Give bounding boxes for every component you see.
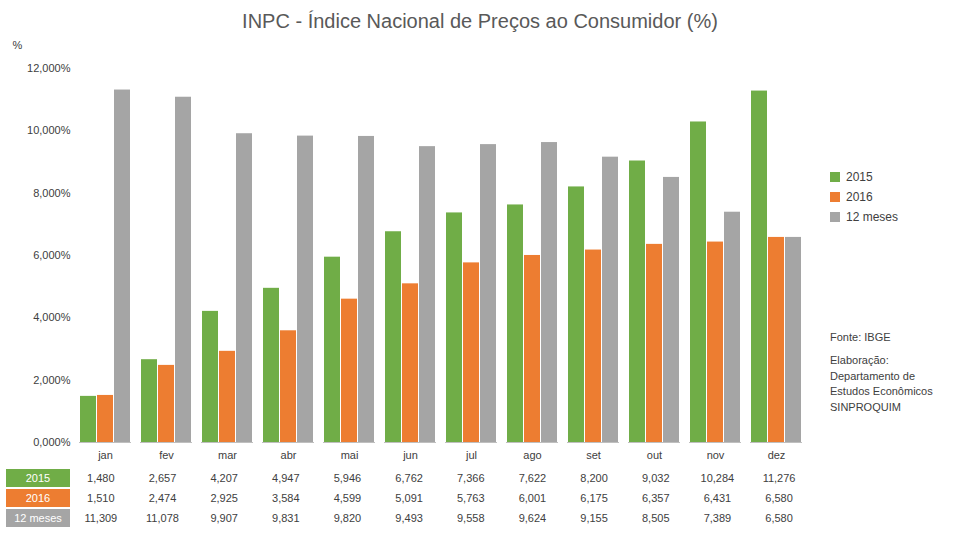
html-text:12 meses: 12 meses (14, 512, 62, 524)
svg-text:fev: fev (159, 449, 174, 461)
html-text:2,474: 2,474 (148, 492, 177, 504)
html-text:9,558: 9,558 (457, 512, 485, 524)
html-text:5,946: 5,946 (333, 472, 362, 484)
svg-text:abr: abr (281, 449, 297, 461)
svg-text:set: set (586, 449, 601, 461)
html-text:6,431: 6,431 (703, 492, 732, 504)
html-text:4,947: 4,947 (272, 472, 300, 484)
html-text:1,510: 1,510 (87, 492, 115, 504)
html-text:9,820: 9,820 (333, 512, 362, 524)
html-text:11,309: 11,309 (84, 512, 118, 524)
html-text:3,584: 3,584 (272, 492, 300, 504)
html-text:9,032: 9,032 (642, 472, 670, 484)
html-text:2,657: 2,657 (148, 472, 177, 484)
html-text:9,155: 9,155 (580, 512, 608, 524)
svg-text:jul: jul (465, 449, 477, 461)
html-text:2016: 2016 (846, 190, 873, 204)
html-text:1,480: 1,480 (87, 472, 115, 484)
svg-text:ago: ago (523, 449, 541, 461)
html-text:6,175: 6,175 (580, 492, 608, 504)
html-text:7,366: 7,366 (457, 472, 485, 484)
html-text:INPC - Índice Nacional de Preç: INPC - Índice Nacional de Preços ao Cons… (242, 10, 718, 32)
html-text:6,580: 6,580 (765, 492, 793, 504)
html-text:2016: 2016 (25, 492, 51, 504)
svg-text:nov: nov (707, 449, 725, 461)
svg-text:jun: jun (402, 449, 418, 461)
html-text:9,831: 9,831 (272, 512, 300, 524)
html-text:5,091: 5,091 (395, 492, 423, 504)
svg-text:2,000%: 2,000% (33, 374, 71, 386)
html-text:9,624: 9,624 (518, 512, 547, 524)
html-text:6,001: 6,001 (518, 492, 547, 504)
html-text:4,207: 4,207 (210, 472, 238, 484)
html-text:7,622: 7,622 (518, 472, 547, 484)
html-text:11,276: 11,276 (762, 472, 796, 484)
svg-text:jan: jan (97, 449, 113, 461)
html-text:12 meses: 12 meses (846, 210, 898, 224)
html-text:2015: 2015 (25, 472, 51, 484)
svg-text:4,000%: 4,000% (33, 311, 71, 323)
html-text:2,925: 2,925 (210, 492, 238, 504)
html-text:4,599: 4,599 (333, 492, 362, 504)
html-text:5,763: 5,763 (457, 492, 485, 504)
html-text:8,505: 8,505 (642, 512, 670, 524)
svg-text:12,000%: 12,000% (27, 62, 71, 74)
html-text:9,493: 9,493 (395, 512, 423, 524)
html-text:8,200: 8,200 (580, 472, 608, 484)
html-text:7,389: 7,389 (703, 512, 732, 524)
svg-text:mar: mar (218, 449, 237, 461)
html-text:11,078: 11,078 (146, 512, 179, 524)
html-text:6,580: 6,580 (765, 512, 793, 524)
html-text:9,907: 9,907 (210, 512, 238, 524)
svg-text:8,000%: 8,000% (33, 187, 71, 199)
svg-text:6,000%: 6,000% (33, 249, 71, 261)
html-text:Elaboração: Departamento de Es: Elaboração: Departamento de Estudos Econ… (830, 354, 933, 413)
html-text:2015: 2015 (846, 170, 873, 184)
svg-text:dez: dez (768, 449, 786, 461)
svg-text:mai: mai (341, 449, 359, 461)
html-text:10,284: 10,284 (700, 472, 735, 484)
html-text:6,357: 6,357 (642, 492, 670, 504)
html-text:Fonte: IBGE: Fonte: IBGE (830, 331, 891, 343)
svg-text:out: out (647, 449, 662, 461)
svg-text:10,000%: 10,000% (27, 124, 71, 136)
svg-text:0,000%: 0,000% (33, 436, 71, 448)
html-text:6,762: 6,762 (395, 472, 423, 484)
svg-text:%: % (13, 39, 23, 51)
